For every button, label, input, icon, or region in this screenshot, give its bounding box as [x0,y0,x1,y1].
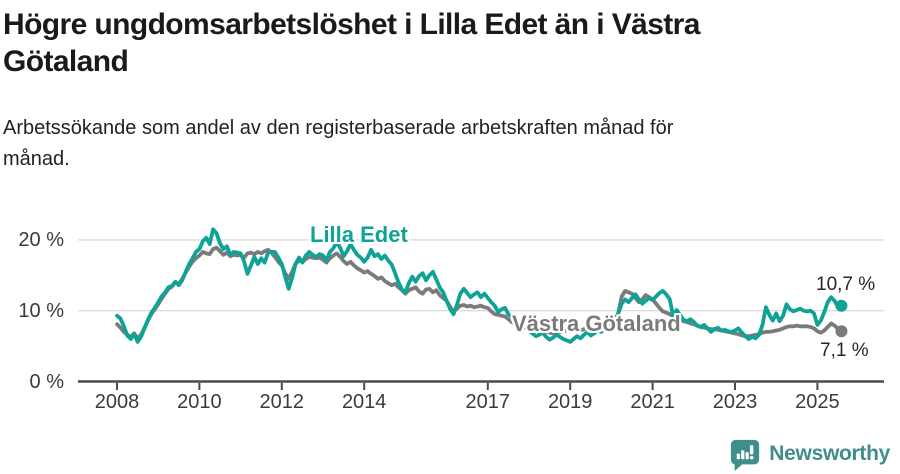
series-line-lilla-edet [115,227,844,344]
series-label-vastra-gotaland: Västra Götaland [512,311,681,336]
chart-subtitle: Arbetssökande som andel av den registerb… [3,113,863,175]
chart-subtitle-line-1: Arbetssökande som andel av den registerb… [3,117,674,139]
newsworthy-logo[interactable]: Newsworthy [729,437,890,471]
x-axis-label-2008: 2008 [94,391,140,413]
x-axis-label-2014: 2014 [341,391,387,413]
y-axis-label-20: 20 % [18,228,64,251]
x-axis-label-2012: 2012 [259,391,305,413]
x-axis-label-2025: 2025 [795,391,840,413]
chart-subtitle-line-2: månad. [3,148,70,170]
page-title: Högre ungdomsarbetslöshet i Lilla Edet ä… [3,6,883,80]
x-axis-label-2017: 2017 [465,391,511,413]
series-label-lilla-edet: Lilla Edet [310,222,408,247]
end-value-label-vastra-gotaland: 7,1 % [820,340,869,361]
newsworthy-logo-icon [731,439,760,471]
y-axis-label-0: 0 % [29,370,64,393]
speech-bubble-shape [731,439,760,471]
end-dot-v-stra-g-taland [835,325,848,338]
exclamation-dot [750,455,754,459]
x-axis-label-2023: 2023 [712,391,758,413]
newsworthy-brand-text: Newsworthy [769,442,890,465]
x-axis-label-2010: 2010 [177,391,222,413]
end-dot-lilla-edet [835,299,848,312]
bar-2 [741,449,745,459]
page-title-line-2: Götaland [3,45,129,78]
end-value-label-lilla-edet: 10,7 % [816,274,876,295]
exclamation-stem [750,444,754,454]
x-axis-label-2019: 2019 [547,391,593,413]
bar-1 [737,453,741,459]
page-title-line-1: Högre ungdomsarbetslöshet i Lilla Edet ä… [3,8,700,41]
x-axis-label-2021: 2021 [630,391,675,413]
y-axis-label-10: 10 % [18,299,64,322]
bar-3 [745,451,750,459]
